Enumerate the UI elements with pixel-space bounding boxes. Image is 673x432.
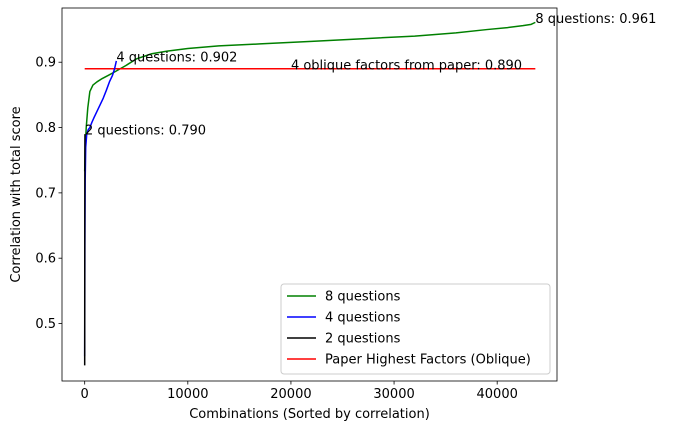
legend-label-paper-highest-factors-oblique: Paper Highest Factors (Oblique): [325, 353, 531, 368]
annotation-4-questions-0-902: 4 questions: 0.902: [116, 50, 237, 65]
x-axis-ticks: 0 10000 20000 30000 40000: [81, 381, 518, 402]
series-line-4-questions: [83, 60, 118, 357]
series-line-8-questions: [83, 21, 536, 172]
y-tick-label: 0.6: [35, 252, 56, 267]
x-axis-label: Combinations (Sorted by correlation): [189, 407, 430, 422]
y-tick-label: 0.9: [35, 56, 56, 71]
x-tick-label: 0: [81, 387, 89, 402]
x-tick-label: 10000: [167, 387, 208, 402]
y-tick-label: 0.8: [35, 121, 56, 136]
legend-label-2-questions: 2 questions: [325, 332, 401, 347]
annotation-4-oblique-factors-from-paper-0-890: 4 oblique factors from paper: 0.890: [291, 58, 522, 73]
y-axis-ticks: 0.5 0.6 0.7 0.8 0.9: [35, 56, 62, 332]
plot-frame: [61, 7, 558, 382]
x-tick-label: 20000: [270, 387, 311, 402]
plot-lines: [83, 21, 536, 366]
y-axis-label: Correlation with total score: [9, 106, 24, 282]
legend-label-4-questions: 4 questions: [325, 311, 401, 326]
legend: 8 questions 4 questions 2 questions Paper H…: [280, 283, 551, 375]
y-tick-label: 0.7: [35, 186, 56, 201]
y-tick-label: 0.5: [35, 317, 56, 332]
x-tick-label: 40000: [477, 387, 518, 402]
annotation-2-questions-0-790: 2 questions: 0.790: [85, 124, 206, 139]
legend-box: [280, 283, 551, 375]
annotation-8-questions-0-961: 8 questions: 0.961: [535, 12, 656, 27]
annotations: 8 questions: 0.961 4 questions: 0.902 2 qu…: [85, 12, 656, 139]
legend-label-8-questions: 8 questions: [325, 290, 401, 305]
x-tick-label: 30000: [373, 387, 414, 402]
